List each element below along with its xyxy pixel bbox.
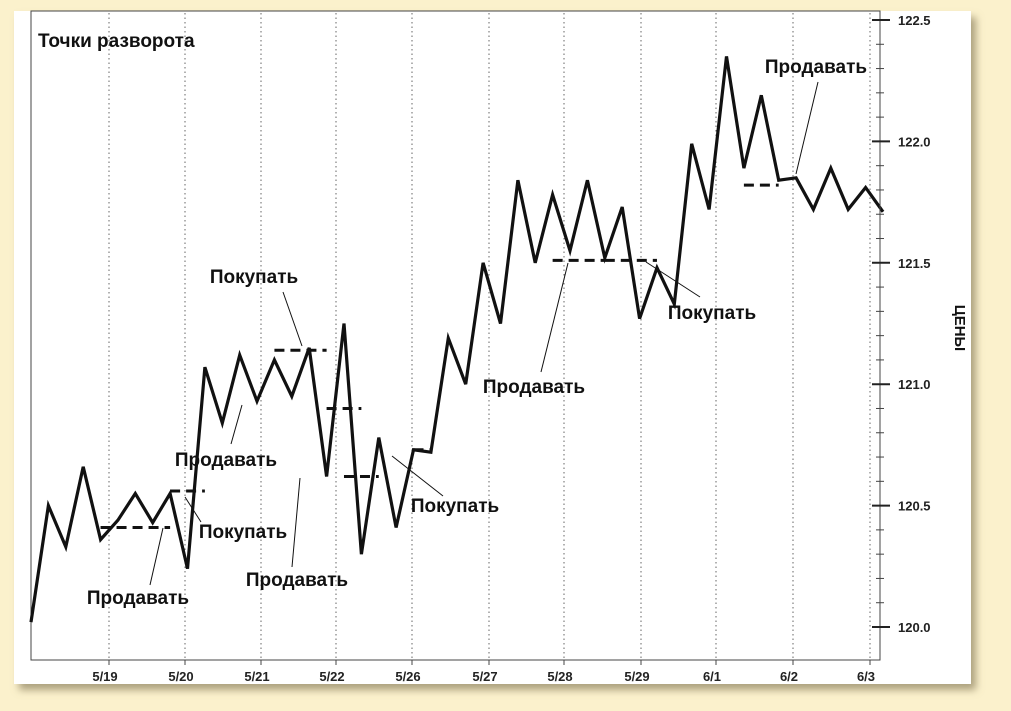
sell-annotation: Продавать [175,450,277,471]
annotation-leader [230,404,243,445]
buy-annotation: Покупать [668,303,756,324]
x-tick-label: 5/19 [92,669,117,684]
x-tick-label: 5/28 [547,669,572,684]
sell-annotation: Продавать [765,57,867,78]
chart-title: Точки разворота [38,31,195,52]
x-tick-label: 6/2 [780,669,798,684]
y-tick-label: 121.0 [898,377,931,392]
x-axis: 5/19 5/20 5/21 5/22 5/26 5/27 5/28 5/29 6/1 6/2 6/… [92,660,875,684]
buy-annotation: Покупать [411,496,499,517]
buy-annotation: Покупать [210,267,298,288]
annotation-leader [282,291,303,347]
annotation-leader [149,527,164,586]
x-tick-label: 6/3 [857,669,875,684]
y-tick-label: 121.5 [898,256,931,271]
annotation-leader [391,455,444,497]
x-tick-label: 5/26 [395,669,420,684]
price-series-line [29,56,885,623]
y-tick-label: 120.0 [898,620,931,635]
y-axis: 122.5 122.0 121.5 121.0 120.5 120.0 [872,13,931,635]
annotation-leader [291,477,301,568]
x-tick-label: 5/29 [624,669,649,684]
sell-annotation: Продавать [87,588,189,609]
annotation-leader [540,262,569,373]
x-tick-label: 5/27 [472,669,497,684]
x-tick-label: 5/21 [244,669,269,684]
sell-annotation: Продавать [246,570,348,591]
annotation-leader [645,261,701,298]
x-tick-label: 6/1 [703,669,721,684]
x-tick-label: 5/20 [168,669,193,684]
y-tick-label: 122.0 [898,134,931,149]
annotation-leaders [149,81,819,586]
buy-annotation: Покупать [199,522,287,543]
annotations: Продавать Покупать Продавать Покупать Продав… [87,57,867,609]
sell-annotation: Продавать [483,377,585,398]
chart-panel [14,11,971,684]
y-tick-label: 120.5 [898,499,931,514]
x-tick-label: 5/22 [319,669,344,684]
y-tick-label: 122.5 [898,13,931,28]
annotation-leader [795,81,819,175]
y-axis-label: ЦЕНЫ [951,305,968,351]
